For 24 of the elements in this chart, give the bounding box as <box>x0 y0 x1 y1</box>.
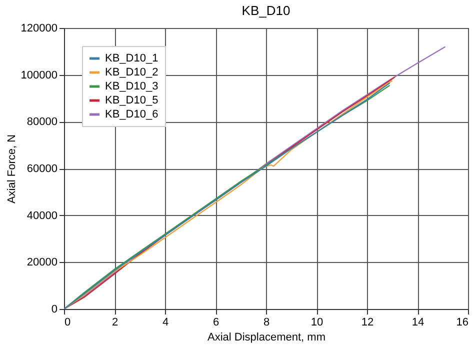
x-tick-label: 12 <box>361 316 374 328</box>
x-tick-label: 16 <box>456 316 468 328</box>
x-tick-label: 8 <box>263 316 270 328</box>
y-tick-label: 20000 <box>26 256 58 269</box>
y-tick-label: 0 <box>51 304 58 316</box>
y-tick-label: 80000 <box>26 116 58 128</box>
legend-label: KB_D10_3 <box>105 80 158 92</box>
legend-label: KB_D10_6 <box>105 108 158 120</box>
x-axis-title: Axial Displacement, mm <box>208 332 326 344</box>
x-tick-label: 6 <box>212 316 220 328</box>
x-tick-label: 0 <box>64 316 71 328</box>
x-tick-label: 4 <box>162 316 169 328</box>
legend-label: KB_D10_2 <box>105 66 158 78</box>
chart-title: KB_D10 <box>242 3 290 18</box>
x-tick-label: 14 <box>412 316 424 328</box>
legend-label: KB_D10_5 <box>105 94 158 106</box>
x-tick-label: 2 <box>112 316 118 328</box>
y-tick-label: 40000 <box>26 210 58 222</box>
y-tick-label: 60000 <box>26 163 58 175</box>
y-axis-title: Axial Force, N <box>6 134 18 204</box>
x-tick-label: 10 <box>310 316 324 328</box>
y-tick-label: 100000 <box>20 69 58 82</box>
y-tick-label: 120000 <box>20 22 58 34</box>
legend-label: KB_D10_1 <box>105 52 158 64</box>
